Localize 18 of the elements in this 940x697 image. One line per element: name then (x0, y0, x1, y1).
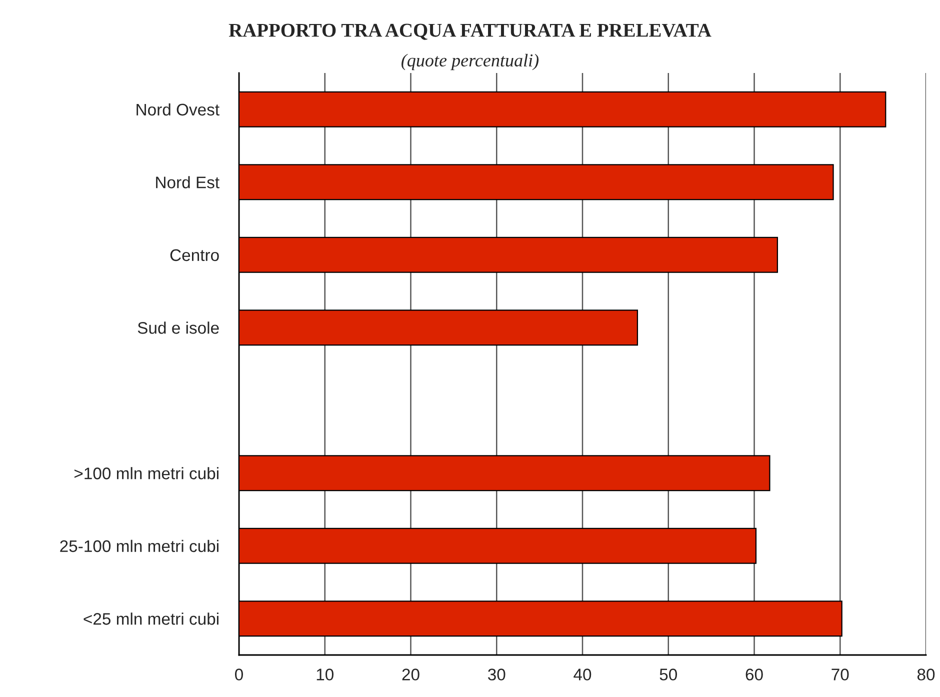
x-tick-label: 10 (316, 668, 334, 680)
chart-subtitle: (quote percentuali) (402, 54, 539, 70)
y-tick-label: Nord Ovest (136, 103, 220, 116)
x-tick-label: 80 (917, 668, 935, 680)
x-tick-label: 40 (574, 668, 592, 680)
y-tick-label: <25 mln metri cubi (84, 612, 218, 625)
x-tick-label: 70 (832, 668, 849, 680)
x-tick-label: 0 (235, 668, 243, 680)
x-tick-label: 60 (746, 668, 763, 680)
x-tick-label: 30 (488, 668, 506, 680)
y-tick-label: Nord Est (156, 176, 220, 188)
chart-title: RAPPORTO TRA ACQUA FATTURATA E PRELEVATA (228, 24, 712, 40)
y-tick-label: >100 mln metri cubi (74, 467, 218, 480)
y-tick-label: Centro (170, 249, 219, 262)
y-tick-label: Sud e isole (138, 322, 219, 334)
y-tick-label: 25-100 mln metri cubi (60, 540, 218, 552)
x-tick-label: 50 (660, 668, 677, 680)
x-tick-label: 20 (402, 668, 420, 680)
